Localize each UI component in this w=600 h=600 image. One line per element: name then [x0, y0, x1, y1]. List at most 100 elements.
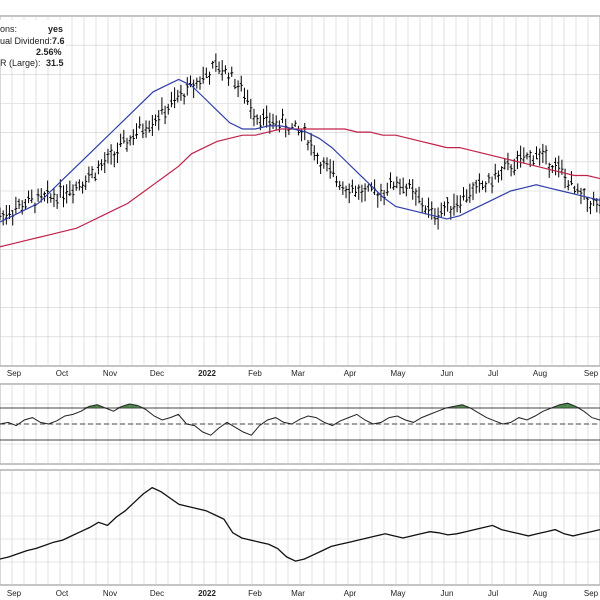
price-bar	[109, 144, 113, 165]
price-bar	[420, 197, 424, 213]
price-bar	[293, 120, 297, 127]
price-bar	[436, 207, 440, 230]
price-bar	[563, 168, 567, 189]
price-bar	[363, 183, 367, 202]
info-box-bg	[0, 20, 66, 66]
price-bar	[208, 71, 212, 85]
price-bar	[554, 157, 558, 176]
oscillator-line	[0, 402, 600, 436]
price-bar	[112, 151, 116, 168]
moving-average-long-line	[0, 128, 600, 248]
price-bar	[100, 159, 104, 171]
price-bar	[96, 160, 100, 175]
price-bar	[233, 78, 237, 90]
price-bar	[573, 185, 577, 194]
price-bar	[201, 66, 205, 84]
x-tick-label: Feb	[248, 589, 262, 598]
price-bar	[458, 195, 462, 214]
price-bar	[93, 172, 97, 182]
price-bar	[217, 61, 221, 75]
price-bar	[350, 179, 354, 193]
x-tick-label: 2022	[198, 369, 216, 378]
x-tick-label: Apr	[344, 369, 357, 378]
price-bar	[404, 183, 408, 197]
x-tick-label: Feb	[248, 369, 262, 378]
x-tick-label: May	[390, 589, 405, 598]
price-bar	[522, 147, 526, 163]
info-label-options: ons:	[0, 24, 17, 34]
price-bar	[268, 112, 272, 134]
price-bar	[328, 159, 332, 179]
x-tick-label: Oct	[56, 589, 69, 598]
price-bar	[465, 189, 469, 203]
x-tick-label: Jul	[488, 369, 498, 378]
x-tick-label: Sep	[7, 589, 22, 598]
price-bar	[71, 184, 75, 204]
price-bar	[417, 186, 421, 204]
price-bar	[490, 176, 494, 194]
x-tick-label: May	[390, 369, 405, 378]
price-bar	[538, 148, 542, 166]
price-bar	[442, 201, 446, 216]
price-bar	[220, 60, 224, 81]
x-tick-label: Aug	[533, 369, 547, 378]
price-bar	[493, 163, 497, 180]
info-label-dividend: ual Dividend:	[0, 36, 52, 46]
relative-strength-line	[0, 486, 600, 562]
price-bar	[30, 189, 34, 204]
x-tick-label: Sep	[584, 369, 599, 378]
price-bar	[239, 75, 243, 92]
price-bar	[138, 116, 142, 129]
price-bar	[173, 87, 177, 109]
price-bar	[246, 89, 250, 105]
price-bar	[166, 103, 170, 115]
price-bar	[461, 187, 465, 201]
x-tick-label: Aug	[533, 589, 547, 598]
price-bar	[281, 108, 285, 124]
price-bar	[176, 89, 180, 103]
price-bar	[163, 105, 167, 125]
price-bar	[46, 180, 50, 204]
price-bar	[195, 77, 199, 89]
price-bar	[4, 205, 8, 225]
price-bar	[84, 175, 88, 190]
price-bar	[503, 158, 507, 170]
price-bar	[119, 133, 123, 148]
oscillator-panel	[0, 383, 600, 465]
x-tick-label: Mar	[291, 369, 305, 378]
relative-strength-panel	[0, 469, 600, 586]
price-bar	[487, 173, 491, 184]
price-bar	[115, 142, 119, 164]
price-bar	[411, 179, 415, 200]
price-bar	[392, 181, 396, 190]
price-bar	[582, 188, 586, 200]
price-bar	[242, 87, 246, 104]
price-bar	[87, 166, 91, 183]
price-bar	[474, 179, 478, 194]
price-bar	[585, 197, 589, 212]
x-tick-label: Sep	[7, 369, 22, 378]
price-bar	[376, 192, 380, 208]
price-bar	[261, 108, 265, 126]
price-bar	[576, 183, 580, 194]
info-value-yield: 2.56%	[36, 47, 62, 57]
price-bar	[401, 177, 405, 194]
price-bar	[90, 166, 94, 179]
price-bar	[211, 60, 215, 69]
price-bar	[55, 193, 59, 209]
price-bar	[360, 184, 364, 203]
x-tick-label: Dec	[150, 589, 164, 598]
price-bar	[68, 180, 72, 197]
price-bar	[230, 66, 234, 77]
price-bar	[550, 165, 554, 173]
price-bar	[344, 185, 348, 199]
price-bar	[125, 137, 129, 152]
price-bar	[430, 201, 434, 220]
price-bar	[223, 65, 227, 74]
x-tick-label: Mar	[291, 589, 305, 598]
price-bars	[0, 53, 600, 230]
price-bar	[566, 180, 570, 191]
price-bar	[1, 210, 5, 226]
relative-strength-grid	[0, 470, 600, 585]
price-bar	[147, 120, 151, 133]
